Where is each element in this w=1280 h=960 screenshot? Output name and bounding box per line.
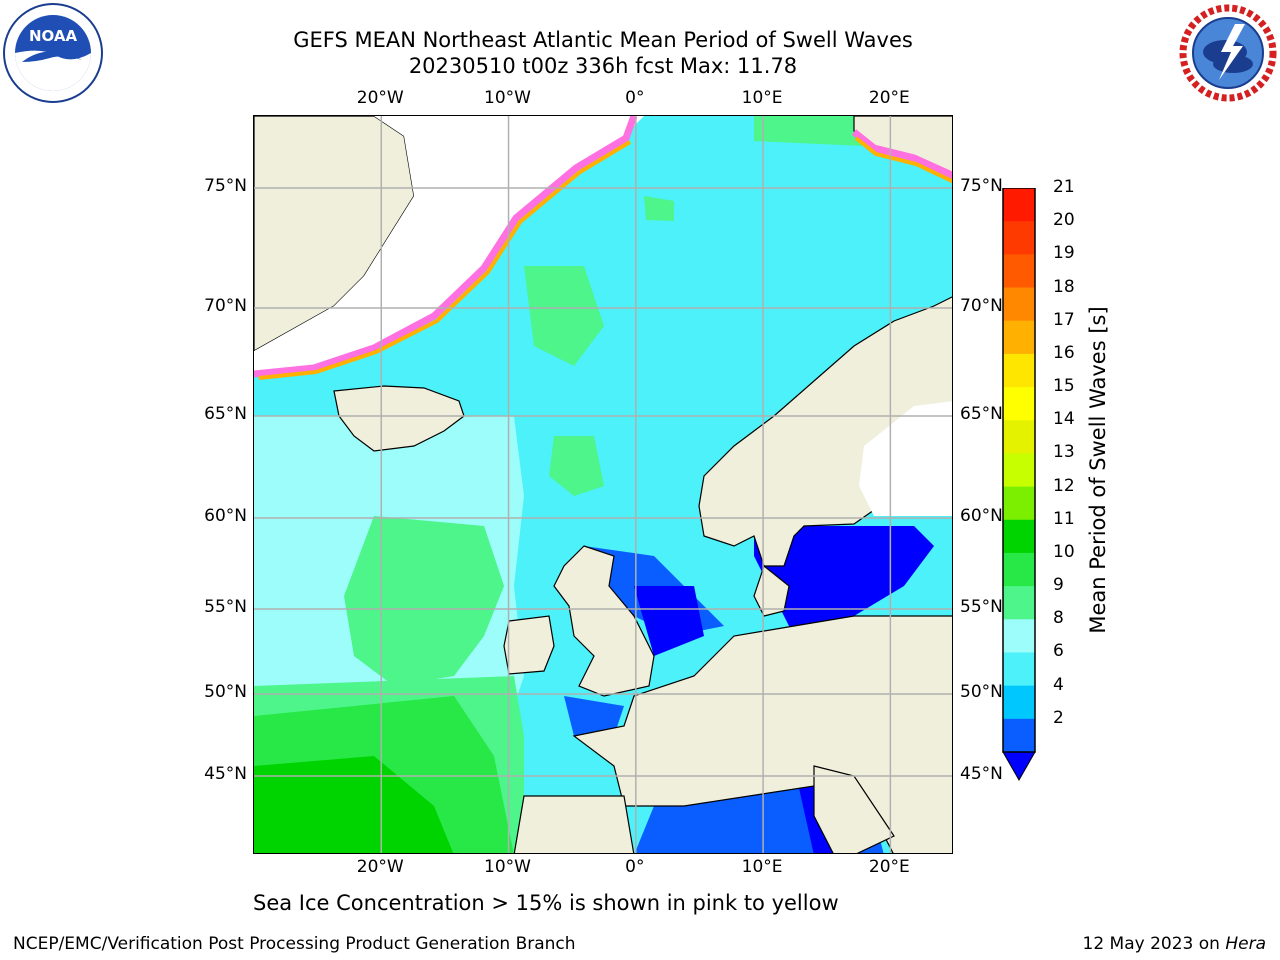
colorbar-segment bbox=[1003, 353, 1035, 388]
colorbar-tick-label: 15 bbox=[1053, 376, 1075, 397]
colorbar-label: Mean Period of Swell Waves [s] bbox=[1086, 306, 1110, 634]
iberia bbox=[513, 795, 635, 853]
svg-text:NOAA: NOAA bbox=[29, 27, 78, 45]
colorbar-tick-label: 18 bbox=[1053, 276, 1075, 297]
colorbar bbox=[1002, 188, 1036, 782]
sea-ice-caption: Sea Ice Concentration > 15% is shown in … bbox=[253, 891, 839, 915]
colorbar-tick-label: 13 bbox=[1053, 442, 1075, 463]
colorbar-tick-label: 20 bbox=[1053, 210, 1075, 231]
colorbar-tick-label: 16 bbox=[1053, 342, 1075, 363]
lat-tick-label: 50°N bbox=[960, 682, 1003, 702]
lat-tick-label: 60°N bbox=[204, 506, 247, 526]
colorbar-tick-label: 14 bbox=[1053, 409, 1075, 430]
lat-tick-label: 55°N bbox=[960, 597, 1003, 617]
lon-tick-label: 20°E bbox=[868, 88, 910, 108]
colorbar-segment bbox=[1003, 586, 1035, 620]
colorbar-segment bbox=[1003, 387, 1035, 421]
iceland bbox=[333, 385, 465, 452]
lat-tick-label: 45°N bbox=[960, 764, 1003, 784]
colorbar-segment bbox=[1003, 453, 1035, 488]
colorbar-segment bbox=[1003, 685, 1035, 720]
lat-tick-label: 55°N bbox=[204, 597, 247, 617]
colorbar-segment bbox=[1003, 254, 1035, 289]
map-subtitle: 20230510 t00z 336h fcst Max: 11.78 bbox=[408, 54, 798, 78]
colorbar-tick-label: 4 bbox=[1053, 674, 1064, 695]
lat-tick-label: 65°N bbox=[960, 404, 1003, 424]
colorbar-segment bbox=[1003, 619, 1035, 653]
footer-credit: NCEP/EMC/Verification Post Processing Pr… bbox=[13, 934, 576, 954]
colorbar-segment bbox=[1003, 552, 1035, 587]
colorbar-tick-label: 9 bbox=[1053, 575, 1064, 596]
colorbar-segment bbox=[1003, 718, 1035, 753]
great-britain bbox=[553, 545, 655, 697]
lon-tick-label: 0° bbox=[625, 857, 645, 877]
lat-tick-label: 70°N bbox=[204, 296, 247, 316]
colorbar-segment bbox=[1003, 188, 1035, 222]
colorbar-tick-label: 2 bbox=[1053, 707, 1064, 728]
noaa-logo: NOAA bbox=[3, 3, 103, 103]
lat-lon-grid bbox=[254, 116, 952, 853]
footer-date: 12 May 2023 on Hera bbox=[1083, 934, 1267, 954]
colorbar-segment bbox=[1003, 420, 1035, 454]
lat-tick-label: 75°N bbox=[960, 176, 1003, 196]
lon-tick-label: 10°W bbox=[484, 857, 531, 877]
colorbar-frame bbox=[1002, 188, 1036, 753]
ireland bbox=[503, 615, 555, 675]
footer-machine: Hera bbox=[1225, 934, 1266, 954]
nws-logo bbox=[1179, 4, 1277, 102]
lat-tick-label: 45°N bbox=[204, 764, 247, 784]
lon-tick-label: 0° bbox=[625, 88, 645, 108]
colorbar-segment bbox=[1003, 486, 1035, 521]
colorbar-tick-label: 6 bbox=[1053, 641, 1064, 662]
lat-tick-label: 60°N bbox=[960, 506, 1003, 526]
lon-tick-label: 20°W bbox=[356, 857, 404, 877]
colorbar-tick-label: 11 bbox=[1053, 508, 1075, 529]
lat-tick-label: 50°N bbox=[204, 682, 247, 702]
lat-tick-label: 65°N bbox=[204, 404, 247, 424]
sea-ice-edge bbox=[254, 116, 952, 380]
colorbar-segment bbox=[1003, 320, 1035, 355]
lon-tick-label: 10°E bbox=[741, 88, 783, 108]
colorbar-tick-label: 21 bbox=[1053, 177, 1075, 197]
lon-tick-label: 10°E bbox=[741, 857, 783, 877]
colorbar-tick-label: 8 bbox=[1053, 608, 1064, 629]
colorbar-tick-label: 19 bbox=[1053, 243, 1075, 264]
colorbar-tick-label: 12 bbox=[1053, 475, 1075, 496]
lat-tick-label: 75°N bbox=[204, 176, 247, 196]
footer-date-text: 12 May 2023 on bbox=[1082, 934, 1226, 954]
colorbar-tick-label: 10 bbox=[1053, 541, 1075, 562]
colorbar-tick-label: 17 bbox=[1053, 309, 1075, 330]
colorbar-extend-arrow bbox=[1002, 751, 1036, 782]
colorbar-segment bbox=[1003, 519, 1035, 554]
map-panel[interactable] bbox=[253, 115, 953, 854]
lon-tick-label: 10°W bbox=[484, 88, 531, 108]
map-title: GEFS MEAN Northeast Atlantic Mean Period… bbox=[293, 28, 913, 52]
colorbar-segment bbox=[1003, 652, 1035, 687]
colorbar-segment bbox=[1003, 221, 1035, 255]
lon-tick-label: 20°E bbox=[868, 857, 910, 877]
map-canvas[interactable] bbox=[254, 116, 953, 854]
lon-tick-label: 20°W bbox=[356, 88, 404, 108]
colorbar-segment bbox=[1003, 287, 1035, 322]
lat-tick-label: 70°N bbox=[960, 296, 1003, 316]
